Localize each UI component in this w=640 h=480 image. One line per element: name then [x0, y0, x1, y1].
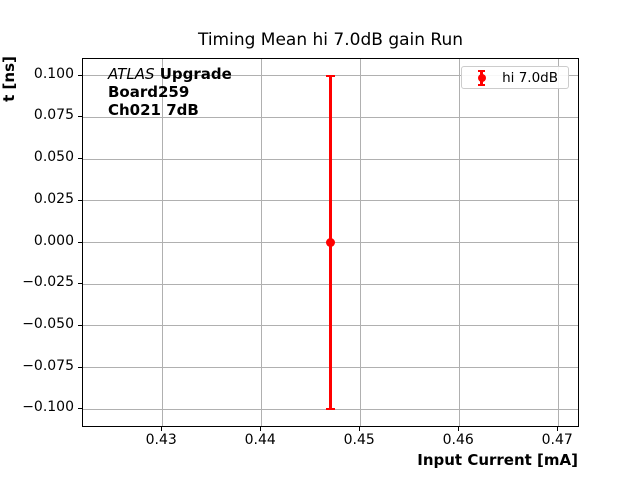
y-tick-mark	[78, 199, 82, 201]
data-point-marker	[326, 238, 335, 247]
annotation-board: Board259	[108, 83, 190, 101]
errorbar-cap-bottom	[326, 407, 335, 411]
x-tick-mark	[260, 427, 262, 431]
annotation-line-experiment: ATLAS Upgrade	[108, 65, 232, 83]
annotation-experiment-suffix: Upgrade	[154, 65, 232, 83]
errorbar-marker-cap-bottom	[478, 83, 486, 86]
y-tick-label: 0.075	[33, 107, 74, 124]
x-tick-mark	[557, 427, 559, 431]
x-tick-label: 0.43	[145, 432, 177, 448]
x-axis-label: Input Current [mA]	[417, 451, 578, 469]
x-tick-label: 0.44	[244, 432, 276, 448]
legend: hi 7.0dB	[461, 66, 569, 89]
y-tick-mark	[78, 283, 82, 285]
y-tick-mark	[78, 408, 82, 410]
chart-title: Timing Mean hi 7.0dB gain Run	[197, 30, 464, 50]
plot-area: ATLAS Upgrade Board259 Ch021 7dB hi 7.0d…	[82, 58, 579, 427]
errorbar-cap-top	[326, 74, 335, 78]
x-tick-mark	[161, 427, 163, 431]
y-tick-mark	[78, 241, 82, 243]
y-tick-label: −0.075	[22, 357, 74, 374]
legend-label: hi 7.0dB	[502, 69, 558, 86]
errorbar-marker-icon	[473, 69, 490, 86]
y-tick-label: −0.050	[22, 315, 74, 332]
y-tick-label: −0.100	[22, 399, 74, 416]
y-tick-label: 0.100	[33, 65, 74, 82]
y-tick-label: 0.050	[33, 149, 74, 166]
annotation-block: ATLAS Upgrade Board259 Ch021 7dB	[108, 65, 232, 119]
x-tick-mark	[359, 427, 361, 431]
errorbar-marker-cap-top	[478, 69, 486, 72]
y-tick-mark	[78, 116, 82, 118]
annotation-channel: Ch021 7dB	[108, 101, 199, 119]
y-tick-label: −0.025	[22, 274, 74, 291]
x-tick-label: 0.46	[442, 432, 474, 448]
y-tick-mark	[78, 158, 82, 160]
y-tick-mark	[78, 74, 82, 76]
y-tick-label: 0.025	[33, 190, 74, 207]
y-tick-mark	[78, 324, 82, 326]
x-tick-label: 0.47	[541, 432, 573, 448]
x-tick-mark	[458, 427, 460, 431]
y-tick-label: 0.000	[33, 232, 74, 249]
annotation-experiment: ATLAS	[108, 65, 155, 83]
errorbar-marker-dot	[477, 73, 486, 82]
y-tick-mark	[78, 366, 82, 368]
x-tick-label: 0.45	[343, 432, 375, 448]
